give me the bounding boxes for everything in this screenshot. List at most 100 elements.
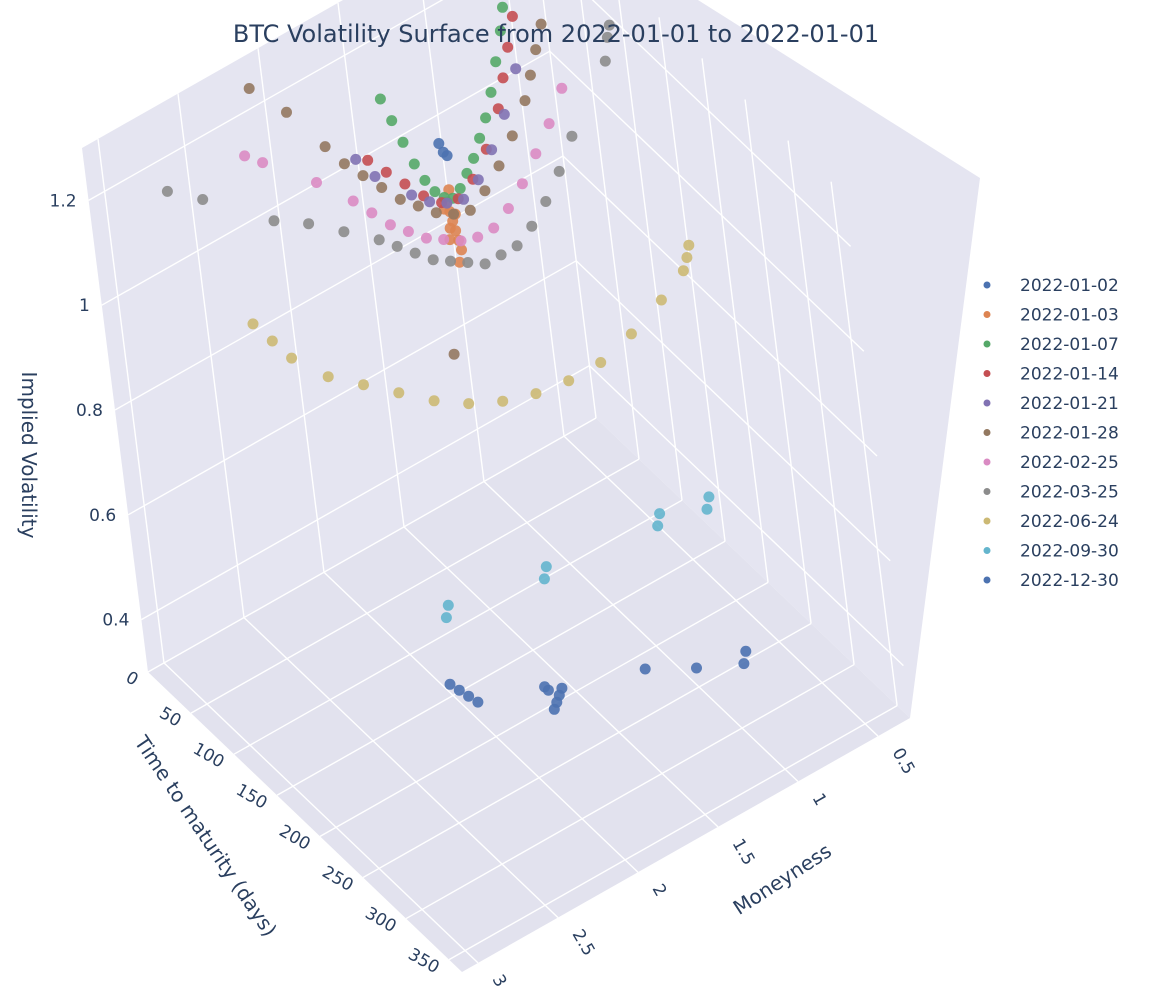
x-gridline xyxy=(190,458,640,714)
legend-label: 2022-06-24 xyxy=(1020,512,1119,532)
data-point xyxy=(445,255,456,267)
y-gridline xyxy=(483,480,799,783)
x-tick-label: 350 xyxy=(404,944,442,978)
data-point xyxy=(738,658,750,670)
legend-item[interactable]: 2022-02-25 xyxy=(983,453,1119,473)
series-2022-01-02 xyxy=(433,138,453,162)
data-point xyxy=(430,207,442,219)
x-gridline xyxy=(787,140,855,665)
legend-item[interactable]: 2022-01-21 xyxy=(983,394,1119,414)
legend-item[interactable]: 2022-01-14 xyxy=(983,365,1119,385)
legend-label: 2022-01-28 xyxy=(1020,424,1119,444)
y-tick-label: 1 xyxy=(808,790,831,809)
legend-marker xyxy=(983,340,991,348)
data-point xyxy=(408,158,420,170)
data-point xyxy=(266,335,278,347)
data-point xyxy=(376,182,388,193)
data-point xyxy=(420,232,432,244)
legend-item[interactable]: 2022-12-30 xyxy=(983,571,1119,591)
data-point xyxy=(384,219,396,231)
data-point xyxy=(357,170,369,182)
x-gridline xyxy=(658,17,726,542)
z-gridline xyxy=(591,0,852,247)
series-2022-03-25 xyxy=(161,19,615,270)
data-point xyxy=(677,265,689,277)
data-point xyxy=(556,82,568,94)
data-point xyxy=(438,234,450,245)
data-point xyxy=(493,160,505,172)
series-2022-01-28 xyxy=(243,18,547,360)
wall-floor xyxy=(148,418,910,972)
data-point xyxy=(462,257,474,268)
data-point xyxy=(424,196,436,208)
data-point xyxy=(639,663,651,675)
data-point xyxy=(393,387,405,399)
data-point xyxy=(412,200,424,212)
data-point xyxy=(595,357,607,368)
data-point xyxy=(485,86,497,98)
series-2022-09-30 xyxy=(440,491,715,624)
y-gridline xyxy=(403,526,719,828)
legend-label: 2022-12-30 xyxy=(1020,571,1119,591)
x-tick-label: 300 xyxy=(361,903,399,937)
data-point xyxy=(440,612,452,624)
y-gridline xyxy=(337,2,405,527)
data-point xyxy=(281,106,292,118)
data-point xyxy=(701,503,713,515)
data-point xyxy=(502,41,514,53)
data-point xyxy=(498,108,510,120)
data-point xyxy=(458,193,470,205)
x-gridline xyxy=(744,99,812,624)
data-point xyxy=(540,561,552,573)
legend-item[interactable]: 2022-01-07 xyxy=(983,335,1119,355)
data-point xyxy=(479,185,491,197)
z-tick-label: 0.8 xyxy=(76,401,103,421)
series-2022-06-24 xyxy=(247,239,695,410)
x-tick-label: 150 xyxy=(232,780,270,814)
data-point xyxy=(495,249,507,261)
data-point xyxy=(347,195,359,207)
y-gridline xyxy=(177,93,245,618)
legend-label: 2022-03-25 xyxy=(1020,483,1119,503)
legend-item[interactable]: 2022-01-28 xyxy=(983,424,1119,444)
data-point xyxy=(510,63,522,75)
series-2022-12-30 xyxy=(444,645,752,715)
data-point xyxy=(463,690,475,702)
y-tick-label: 2.5 xyxy=(568,926,599,959)
data-point xyxy=(539,681,551,693)
legend-item[interactable]: 2022-01-03 xyxy=(983,306,1119,326)
legend-marker xyxy=(983,429,991,436)
data-point xyxy=(516,178,528,190)
data-point xyxy=(494,25,506,37)
data-point xyxy=(603,19,615,31)
data-point xyxy=(524,69,536,81)
legend-item[interactable]: 2022-03-25 xyxy=(983,483,1119,503)
data-point xyxy=(691,662,702,674)
data-point xyxy=(625,328,637,340)
data-point xyxy=(553,165,565,177)
data-point xyxy=(373,234,385,246)
data-point xyxy=(429,186,441,198)
legend-marker xyxy=(983,576,991,584)
data-point xyxy=(362,154,374,166)
x-gridline xyxy=(580,0,640,460)
data-point xyxy=(454,256,466,268)
legend-item[interactable]: 2022-06-24 xyxy=(983,512,1119,532)
data-point xyxy=(652,520,664,532)
z-gridline xyxy=(575,260,891,562)
data-point xyxy=(257,157,269,169)
data-point xyxy=(369,171,381,182)
legend-item[interactable]: 2022-01-02 xyxy=(983,276,1119,296)
data-point xyxy=(391,240,403,252)
z-gridline xyxy=(588,365,904,667)
data-point xyxy=(655,294,667,306)
data-point xyxy=(268,215,280,227)
data-point xyxy=(399,178,411,190)
data-point xyxy=(497,1,508,13)
legend-marker xyxy=(983,370,991,377)
legend-item[interactable]: 2022-09-30 xyxy=(983,542,1119,562)
x-gridline xyxy=(701,58,769,583)
z-gridline xyxy=(141,364,590,621)
data-point xyxy=(566,130,578,142)
data-point xyxy=(530,388,542,400)
